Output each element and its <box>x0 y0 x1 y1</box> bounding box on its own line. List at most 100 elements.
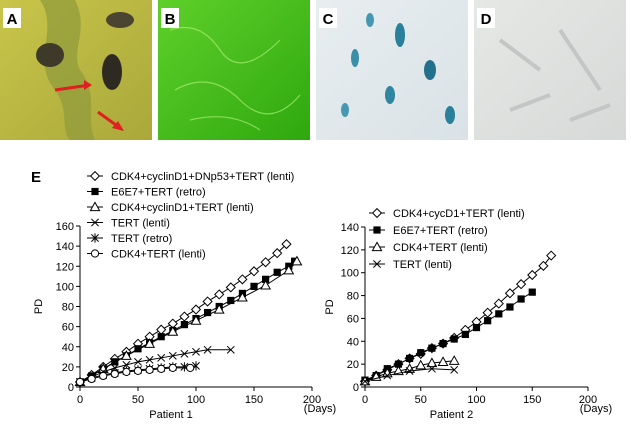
data-point <box>450 335 458 343</box>
x-axis-unit: (Days) <box>580 403 612 415</box>
legend-label: TERT (lenti) <box>111 218 170 230</box>
x-tick-label: 0 <box>362 394 368 406</box>
data-point <box>439 339 447 348</box>
data-point <box>156 324 167 335</box>
data-point <box>120 350 132 360</box>
data-point <box>87 374 96 384</box>
x-axis-label: Patient 1 <box>149 409 192 421</box>
data-point <box>383 371 392 380</box>
y-axis-label: PD <box>33 299 45 314</box>
y-tick-label: 80 <box>62 302 74 314</box>
x-tick-label: 50 <box>415 394 427 406</box>
data-point <box>179 311 190 322</box>
panel-label: C <box>323 11 334 28</box>
data-point <box>157 353 166 362</box>
x-tick-label: 0 <box>77 394 83 406</box>
y-tick-label: 40 <box>347 336 359 348</box>
legend-marker <box>89 201 101 212</box>
data-point <box>484 317 492 325</box>
panel-label: B <box>165 11 176 28</box>
data-point <box>426 357 438 368</box>
data-point <box>406 354 414 363</box>
y-tick-label: 0 <box>353 382 359 394</box>
data-point <box>291 255 303 266</box>
data-point <box>186 363 195 372</box>
data-point <box>260 257 271 268</box>
panel-label: E <box>31 169 41 186</box>
data-point <box>527 269 538 281</box>
data-point <box>405 367 414 375</box>
legend-marker <box>373 226 381 234</box>
y-tick-label: 100 <box>56 281 74 293</box>
photo-c <box>316 0 468 140</box>
data-point <box>417 349 425 357</box>
data-point <box>122 360 131 369</box>
data-point <box>133 366 143 375</box>
photo-b <box>158 0 310 140</box>
y-tick-label: 0 <box>68 382 74 394</box>
legend-marker <box>91 218 99 227</box>
data-point <box>226 345 235 354</box>
data-point <box>506 303 514 311</box>
data-point <box>361 377 369 386</box>
data-point <box>472 323 481 332</box>
series-line <box>364 291 533 381</box>
legend-marker <box>371 207 383 219</box>
legend-label: CDK4+TERT (lenti) <box>393 242 488 254</box>
y-tick-label: 40 <box>62 342 74 354</box>
data-point <box>482 307 493 318</box>
data-point <box>260 279 272 290</box>
data-point <box>134 357 142 366</box>
data-point <box>248 266 260 277</box>
data-point <box>145 365 154 374</box>
data-point <box>168 363 177 372</box>
y-tick-label: 140 <box>341 222 359 234</box>
legend-marker <box>91 233 99 243</box>
data-point <box>427 364 436 373</box>
y-tick-label: 80 <box>347 291 359 303</box>
data-point <box>190 314 202 325</box>
data-point <box>450 365 459 374</box>
y-tick-label: 120 <box>341 245 359 257</box>
data-point <box>546 250 557 261</box>
data-point <box>168 351 177 360</box>
x-tick-label: 150 <box>245 394 263 406</box>
data-point <box>157 364 166 373</box>
data-point <box>415 359 427 370</box>
y-tick-label: 60 <box>62 322 74 334</box>
data-point <box>110 369 119 379</box>
data-point <box>134 345 142 353</box>
legend-label: E6E7+TERT (retro) <box>393 225 488 237</box>
data-point <box>144 338 156 348</box>
data-point <box>281 239 292 250</box>
x-tick-label: 200 <box>579 394 597 406</box>
data-point <box>167 326 179 336</box>
data-point <box>214 289 225 300</box>
x-tick-label: 150 <box>523 394 541 406</box>
data-point <box>122 367 131 377</box>
data-point <box>190 304 202 315</box>
data-point <box>448 355 460 365</box>
legend-marker <box>89 170 101 182</box>
legend-marker <box>90 249 100 258</box>
y-axis-label: PD <box>324 299 336 314</box>
panel-label: A <box>7 11 18 28</box>
x-tick-label: 100 <box>187 394 205 406</box>
x-tick-label: 200 <box>303 394 321 406</box>
x-axis-unit: (Days) <box>304 403 336 415</box>
y-tick-label: 60 <box>347 313 359 325</box>
data-point <box>157 333 165 341</box>
data-point <box>517 295 525 303</box>
data-point <box>145 355 154 364</box>
data-point <box>180 321 188 329</box>
panel-label: D <box>481 11 492 28</box>
data-point <box>237 274 248 285</box>
y-tick-label: 160 <box>56 221 74 233</box>
y-tick-label: 140 <box>56 241 74 253</box>
y-tick-label: 20 <box>347 359 359 371</box>
legend-marker <box>371 241 383 252</box>
data-point <box>504 288 516 299</box>
data-point <box>225 282 236 293</box>
x-tick-label: 50 <box>132 394 144 406</box>
